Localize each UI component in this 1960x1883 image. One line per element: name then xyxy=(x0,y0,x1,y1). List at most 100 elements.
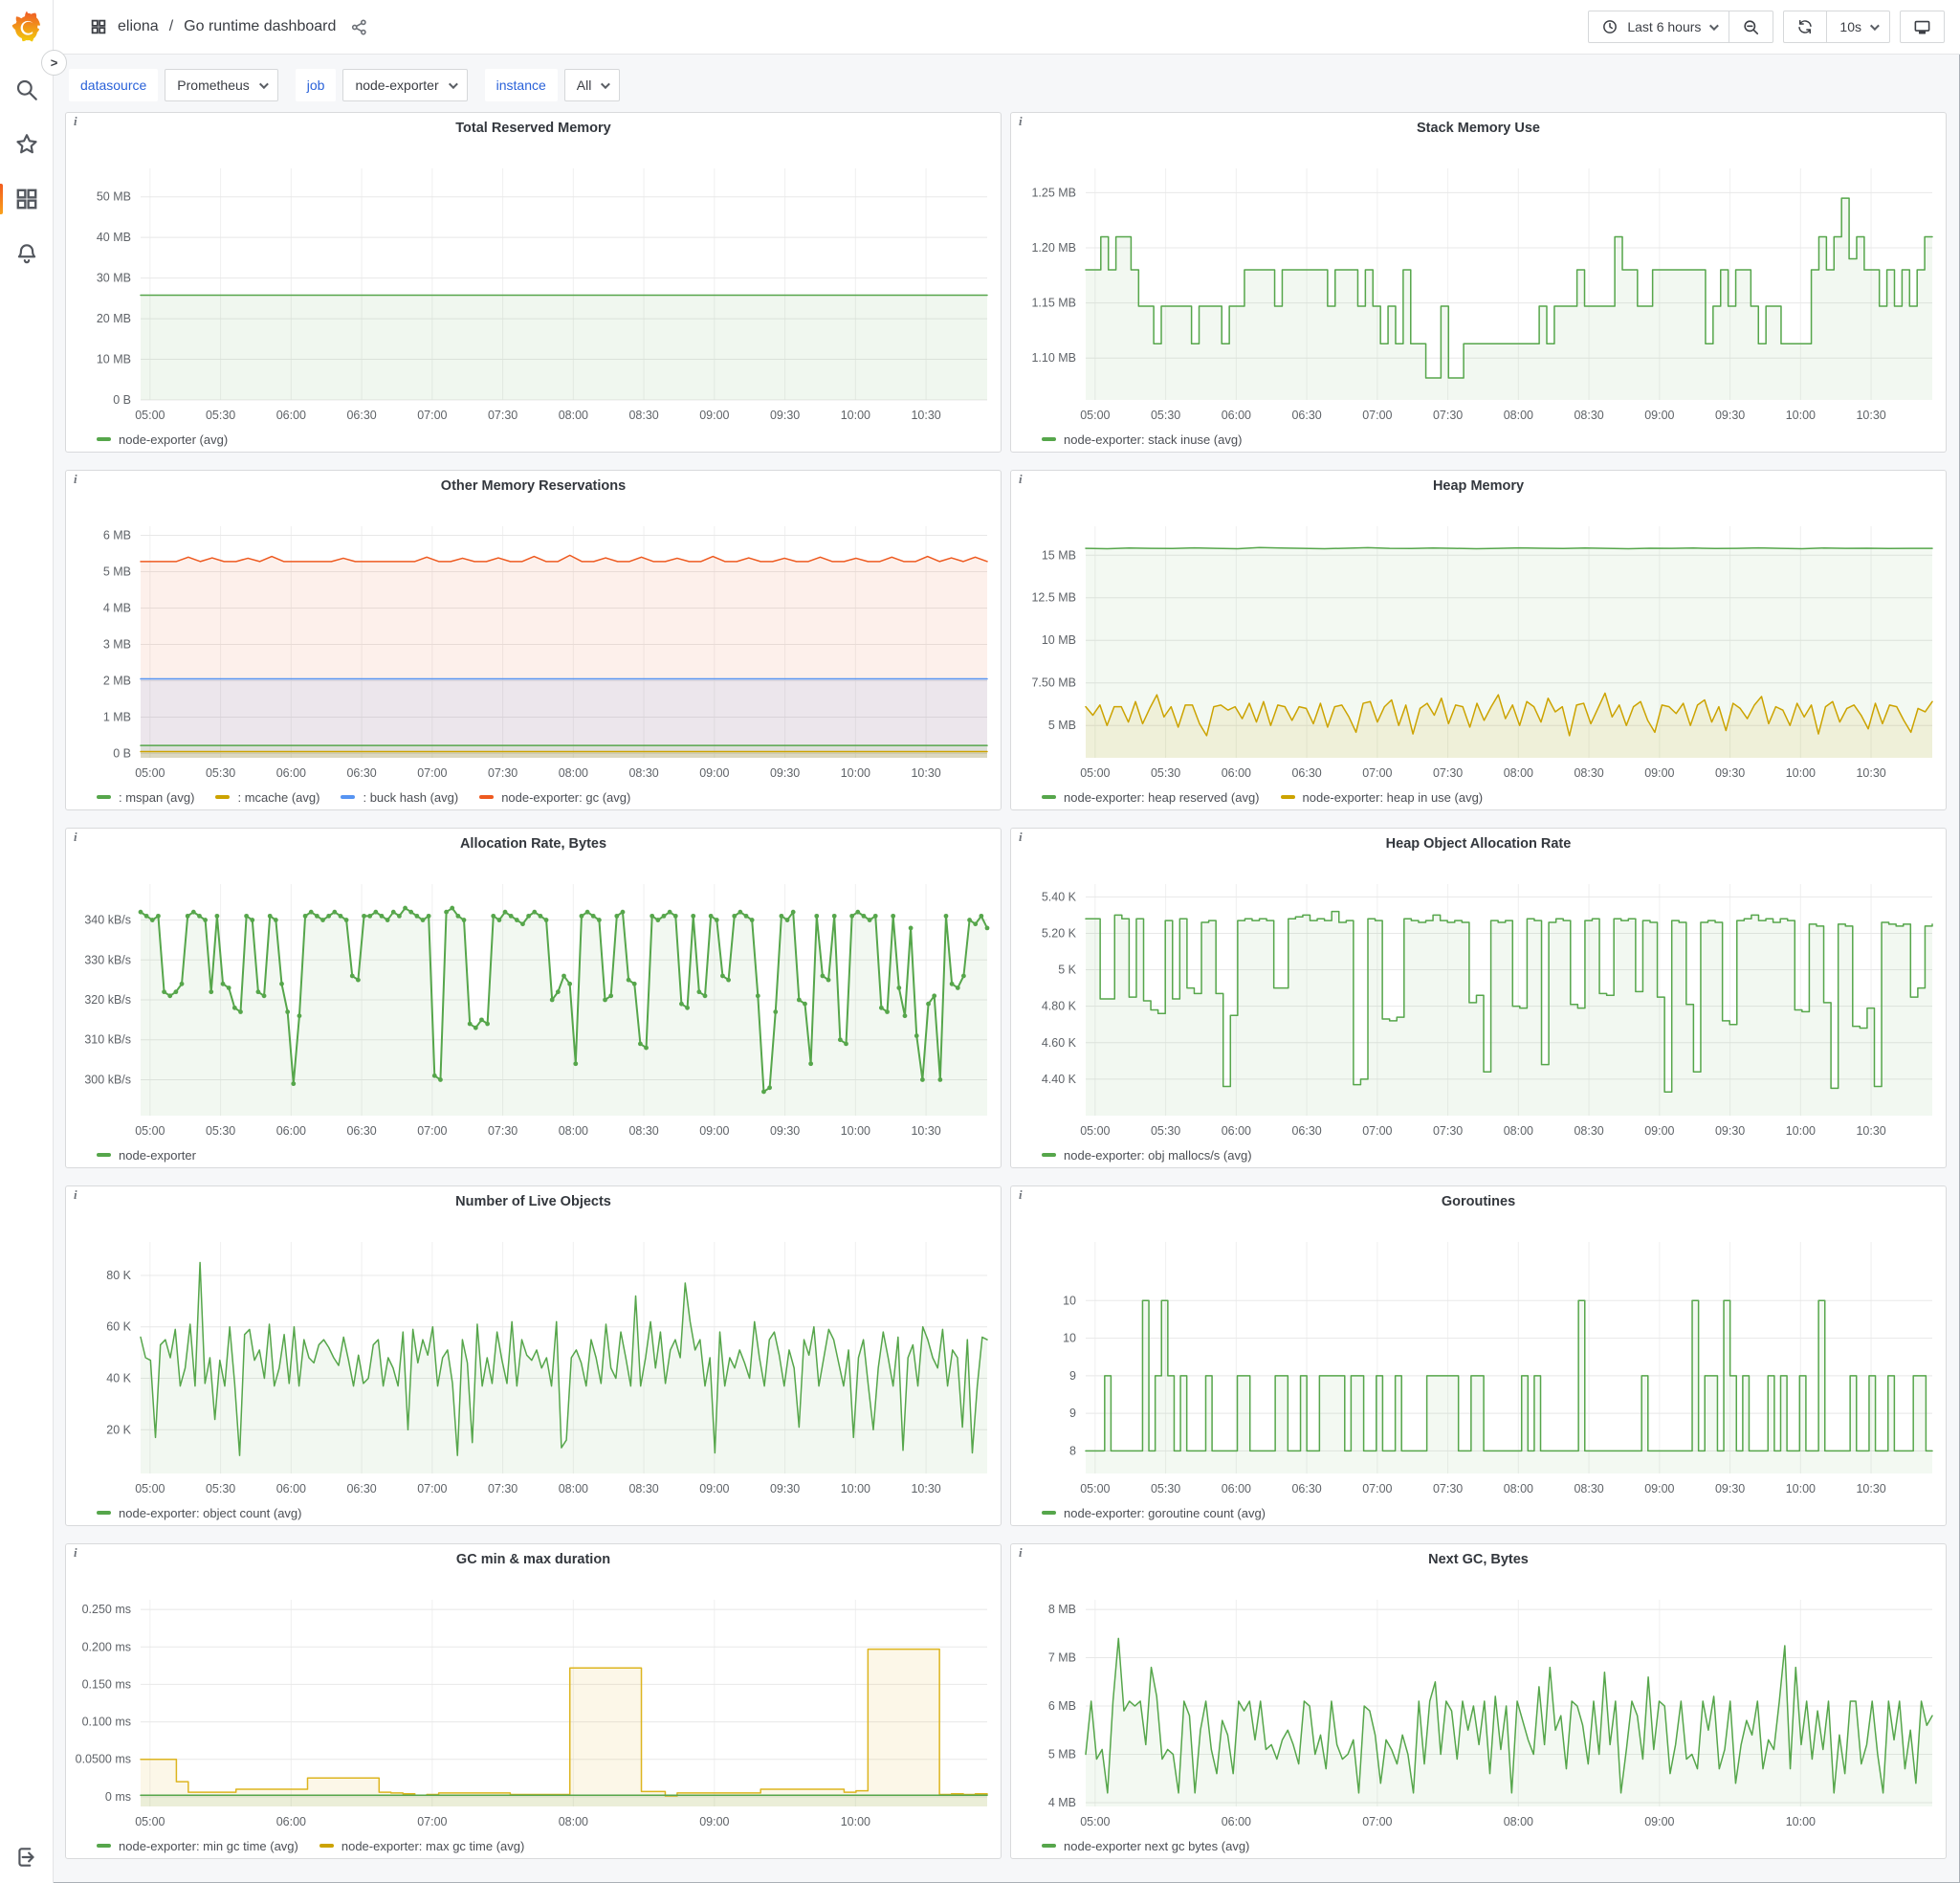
legend: node-exporter: min gc time (avg) node-exp… xyxy=(66,1833,1001,1858)
svg-text:05:30: 05:30 xyxy=(206,766,235,780)
chart-next-gc-bytes[interactable]: 05:0006:0007:0008:0009:0010:004 MB5 MB6 … xyxy=(1011,1571,1944,1833)
svg-text:07:30: 07:30 xyxy=(488,766,518,780)
variable-datasource-value[interactable]: Prometheus xyxy=(165,69,277,101)
panel-info-icon[interactable]: i xyxy=(1019,830,1023,845)
breadcrumb-folder[interactable]: eliona xyxy=(118,18,159,35)
svg-text:4.60 K: 4.60 K xyxy=(1042,1036,1077,1050)
sidebar-collapse-button[interactable]: > xyxy=(41,50,67,76)
legend-item[interactable]: node-exporter: gc (avg) xyxy=(479,790,630,805)
grafana-logo-icon[interactable] xyxy=(11,11,43,43)
svg-text:06:30: 06:30 xyxy=(346,409,376,422)
panel-info-icon[interactable]: i xyxy=(74,830,77,845)
variable-job-label[interactable]: job xyxy=(296,69,337,101)
legend-item[interactable]: node-exporter: obj mallocs/s (avg) xyxy=(1042,1148,1252,1163)
panel-info-icon[interactable]: i xyxy=(1019,1545,1023,1561)
legend-series-color xyxy=(97,1511,111,1515)
svg-text:10:00: 10:00 xyxy=(1786,1482,1816,1495)
dashboard-grid: iTotal Reserved Memory05:0005:3006:0006:… xyxy=(54,101,1960,1871)
legend-item[interactable]: node-exporter: max gc time (avg) xyxy=(319,1839,524,1853)
alerting-bell-icon[interactable] xyxy=(14,241,39,266)
refresh-interval-picker[interactable]: 10s xyxy=(1826,11,1889,42)
chart-allocation-rate-bytes[interactable]: 05:0005:3006:0006:3007:0007:3008:0008:30… xyxy=(66,855,999,1142)
svg-text:8 MB: 8 MB xyxy=(1048,1603,1076,1616)
svg-text:20 MB: 20 MB xyxy=(97,312,131,325)
breadcrumb-separator: / xyxy=(169,18,173,35)
sign-out-icon[interactable] xyxy=(14,1845,39,1870)
svg-text:9: 9 xyxy=(1069,1369,1076,1383)
panel-info-icon[interactable]: i xyxy=(74,114,77,129)
svg-text:05:00: 05:00 xyxy=(135,1124,165,1138)
panel-info-icon[interactable]: i xyxy=(1019,114,1023,129)
chart-other-memory-reservations[interactable]: 05:0005:3006:0006:3007:0007:3008:0008:30… xyxy=(66,498,999,785)
kiosk-mode-button[interactable] xyxy=(1901,11,1944,42)
panel-title-heap-memory[interactable]: Heap Memory xyxy=(1011,471,1946,498)
svg-text:0 B: 0 B xyxy=(113,746,131,760)
svg-text:08:00: 08:00 xyxy=(1504,766,1533,780)
variable-instance-value[interactable]: All xyxy=(564,69,621,101)
panel-info-icon[interactable]: i xyxy=(74,472,77,487)
chart-total-reserved-memory[interactable]: 05:0005:3006:0006:3007:0007:3008:0008:30… xyxy=(66,140,999,427)
chart-heap-object-allocation-rate[interactable]: 05:0005:3006:0006:3007:0007:3008:0008:30… xyxy=(1011,855,1944,1142)
refresh-button[interactable] xyxy=(1784,11,1826,42)
panel-title-number-of-live-objects[interactable]: Number of Live Objects xyxy=(66,1186,1001,1213)
zoom-out-button[interactable] xyxy=(1729,11,1773,42)
legend-item[interactable]: node-exporter: stack inuse (avg) xyxy=(1042,432,1242,447)
panel-title-allocation-rate-bytes[interactable]: Allocation Rate, Bytes xyxy=(66,829,1001,855)
svg-text:5.20 K: 5.20 K xyxy=(1042,926,1077,940)
panel-title-total-reserved-memory[interactable]: Total Reserved Memory xyxy=(66,113,1001,140)
legend-item[interactable]: node-exporter (avg) xyxy=(97,432,228,447)
legend-series-color xyxy=(1281,795,1295,799)
panel-title-gc-min-max-duration[interactable]: GC min & max duration xyxy=(66,1544,1001,1571)
page-title[interactable]: Go runtime dashboard xyxy=(184,18,336,35)
svg-text:6 MB: 6 MB xyxy=(1048,1699,1076,1713)
sidebar-nav xyxy=(14,78,39,266)
chart-stack-memory-use[interactable]: 05:0005:3006:0006:3007:0007:3008:0008:30… xyxy=(1011,140,1944,427)
panel-title-other-memory-reservations[interactable]: Other Memory Reservations xyxy=(66,471,1001,498)
legend-item[interactable]: node-exporter: goroutine count (avg) xyxy=(1042,1506,1266,1520)
panel-info-icon[interactable]: i xyxy=(1019,1187,1023,1203)
legend-item[interactable]: : mspan (avg) xyxy=(97,790,194,805)
legend-item[interactable]: node-exporter: heap in use (avg) xyxy=(1281,790,1484,805)
legend-item[interactable]: node-exporter: min gc time (avg) xyxy=(97,1839,298,1853)
chart-gc-min-max-duration[interactable]: 05:0006:0007:0008:0009:0010:000 ms0.0500… xyxy=(66,1571,999,1833)
panel-info-icon[interactable]: i xyxy=(74,1545,77,1561)
chart-number-of-live-objects[interactable]: 05:0005:3006:0006:3007:0007:3008:0008:30… xyxy=(66,1213,999,1500)
legend: node-exporter (avg) xyxy=(66,427,1001,452)
legend-item[interactable]: node-exporter: object count (avg) xyxy=(97,1506,302,1520)
svg-text:10:30: 10:30 xyxy=(1856,409,1885,422)
search-icon[interactable] xyxy=(14,78,39,102)
svg-text:30 MB: 30 MB xyxy=(97,272,131,285)
starred-icon[interactable] xyxy=(14,132,39,157)
panel-title-next-gc-bytes[interactable]: Next GC, Bytes xyxy=(1011,1544,1946,1571)
chart-goroutines[interactable]: 05:0005:3006:0006:3007:0007:3008:0008:30… xyxy=(1011,1213,1944,1500)
dashboards-icon[interactable] xyxy=(14,187,39,211)
legend-series-color xyxy=(97,1844,111,1848)
svg-text:09:00: 09:00 xyxy=(699,1815,729,1828)
panel-info-icon[interactable]: i xyxy=(1019,472,1023,487)
time-range-picker[interactable]: Last 6 hours xyxy=(1589,11,1729,42)
panel-title-stack-memory-use[interactable]: Stack Memory Use xyxy=(1011,113,1946,140)
svg-text:09:30: 09:30 xyxy=(770,409,800,422)
panel-title-goroutines[interactable]: Goroutines xyxy=(1011,1186,1946,1213)
legend-series-color xyxy=(341,795,355,799)
legend-item[interactable]: node-exporter next gc bytes (avg) xyxy=(1042,1839,1249,1853)
legend-item[interactable]: node-exporter xyxy=(97,1148,196,1163)
legend-series-label: node-exporter next gc bytes (avg) xyxy=(1064,1839,1249,1853)
svg-text:09:00: 09:00 xyxy=(1644,1482,1674,1495)
share-icon[interactable] xyxy=(350,18,368,36)
variable-instance-label[interactable]: instance xyxy=(485,69,558,101)
panel-number-of-live-objects: iNumber of Live Objects05:0005:3006:0006… xyxy=(65,1185,1002,1526)
svg-text:08:00: 08:00 xyxy=(559,766,588,780)
variable-job-value[interactable]: node-exporter xyxy=(342,69,467,101)
svg-text:15 MB: 15 MB xyxy=(1042,548,1076,562)
chart-heap-memory[interactable]: 05:0005:3006:0006:3007:0007:3008:0008:30… xyxy=(1011,498,1944,785)
variable-datasource-label[interactable]: datasource xyxy=(69,69,158,101)
legend: node-exporter: goroutine count (avg) xyxy=(1011,1500,1946,1525)
panel-title-heap-object-allocation-rate[interactable]: Heap Object Allocation Rate xyxy=(1011,829,1946,855)
svg-text:06:00: 06:00 xyxy=(276,409,306,422)
legend-item[interactable]: : buck hash (avg) xyxy=(341,790,458,805)
panel-info-icon[interactable]: i xyxy=(74,1187,77,1203)
legend-item[interactable]: node-exporter: heap reserved (avg) xyxy=(1042,790,1260,805)
svg-text:06:30: 06:30 xyxy=(1291,766,1321,780)
legend-item[interactable]: : mcache (avg) xyxy=(215,790,319,805)
